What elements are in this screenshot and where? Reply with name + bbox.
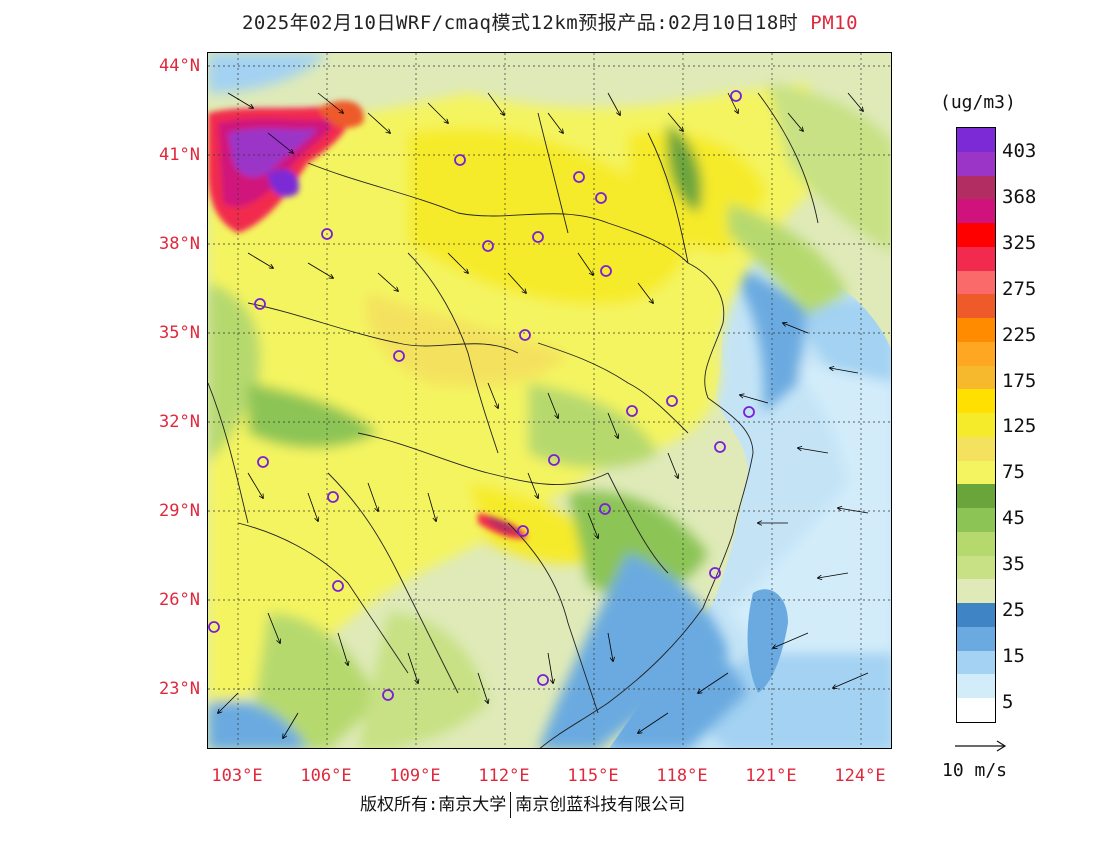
- lat-label-29: 29°N: [159, 501, 200, 521]
- lon-label-118: 118°E: [656, 766, 708, 786]
- colorbar-label: 368: [1002, 185, 1037, 208]
- lon-label-109: 109°E: [389, 766, 441, 786]
- colorbar-label: 175: [1002, 369, 1037, 392]
- wind-vectors: [218, 92, 869, 738]
- lat-label-44: 44°N: [159, 56, 200, 76]
- colorbar-label: 403: [1002, 140, 1037, 162]
- lon-label-112: 112°E: [478, 766, 530, 786]
- lon-label-124: 124°E: [834, 766, 886, 786]
- colorbar-label: 125: [1002, 415, 1037, 438]
- colorbar-segment: [957, 318, 995, 343]
- colorbar-segment: [957, 294, 995, 319]
- footer-copyright: 版权所有:南京大学: [360, 795, 507, 815]
- colorbar-label: 325: [1002, 231, 1037, 254]
- lat-label-32: 32°N: [159, 412, 200, 432]
- colorbar: [956, 127, 996, 723]
- lon-label-115: 115°E: [567, 766, 619, 786]
- colorbar-label: 275: [1002, 277, 1037, 300]
- chart-title: 2025年02月10日WRF/cmaq模式12km预报产品:02月10日18时 P…: [0, 8, 1100, 35]
- colorbar-segment: [957, 246, 995, 272]
- colorbar-segment: [957, 555, 995, 580]
- colorbar-segment: [957, 460, 995, 485]
- footer-separator: [510, 792, 512, 818]
- colorbar-unit: (ug/m3): [940, 92, 1016, 113]
- footer-credit: 版权所有:南京大学 南京创蓝科技有限公司: [360, 790, 685, 818]
- lon-label-121: 121°E: [745, 766, 797, 786]
- wind-scale-label: 10 m/s: [942, 760, 1008, 781]
- footer-company: 南京创蓝科技有限公司: [515, 795, 686, 815]
- colorbar-segment: [957, 151, 995, 176]
- colorbar-label: 15: [1002, 644, 1025, 667]
- boundaries: [208, 92, 819, 748]
- colorbar-segment: [957, 389, 995, 414]
- pm10-hotspots: [208, 100, 528, 539]
- colorbar-segment: [957, 270, 995, 295]
- colorbar-segment: [957, 531, 995, 557]
- colorbar-segment: [957, 223, 995, 248]
- pm10-forecast-map: [207, 52, 892, 749]
- colorbar-segment: [957, 175, 995, 200]
- lat-label-26: 26°N: [159, 590, 200, 610]
- lat-label-38: 38°N: [159, 234, 200, 254]
- colorbar-segment: [957, 508, 995, 533]
- lon-label-103: 103°E: [211, 766, 263, 786]
- taiwan-island: [747, 589, 788, 693]
- lat-label-41: 41°N: [159, 145, 200, 165]
- colorbar-segment: [957, 698, 995, 723]
- colorbar-label: 45: [1002, 507, 1025, 530]
- colorbar-segment: [957, 626, 995, 652]
- colorbar-label: 75: [1002, 461, 1025, 484]
- title-main: 2025年02月10日WRF/cmaq模式12km预报产品:02月10日18时: [241, 12, 799, 34]
- colorbar-label: 225: [1002, 323, 1037, 346]
- lat-label-35: 35°N: [159, 323, 200, 343]
- colorbar-segment: [957, 603, 995, 628]
- colorbar-segment: [957, 674, 995, 699]
- colorbar-segment: [957, 199, 995, 224]
- wind-scale-arrow: [955, 740, 1007, 752]
- title-pollutant: PM10: [810, 12, 859, 34]
- colorbar-segment: [957, 365, 995, 390]
- colorbar-segment: [957, 341, 995, 367]
- graticule: [208, 53, 891, 748]
- colorbar-segment: [957, 650, 995, 675]
- colorbar-segment: [957, 413, 995, 438]
- colorbar-label: 5: [1002, 690, 1014, 713]
- colorbar-segment: [957, 436, 995, 462]
- map-canvas: [208, 53, 891, 748]
- lat-label-23: 23°N: [159, 679, 200, 699]
- colorbar-label: 35: [1002, 553, 1025, 576]
- colorbar-segment: [957, 128, 995, 153]
- pm10-field: [208, 53, 891, 748]
- city-markers: [208, 90, 755, 701]
- colorbar-segment: [957, 579, 995, 604]
- lon-label-106: 106°E: [300, 766, 352, 786]
- colorbar-segment: [957, 484, 995, 509]
- colorbar-label: 25: [1002, 599, 1025, 621]
